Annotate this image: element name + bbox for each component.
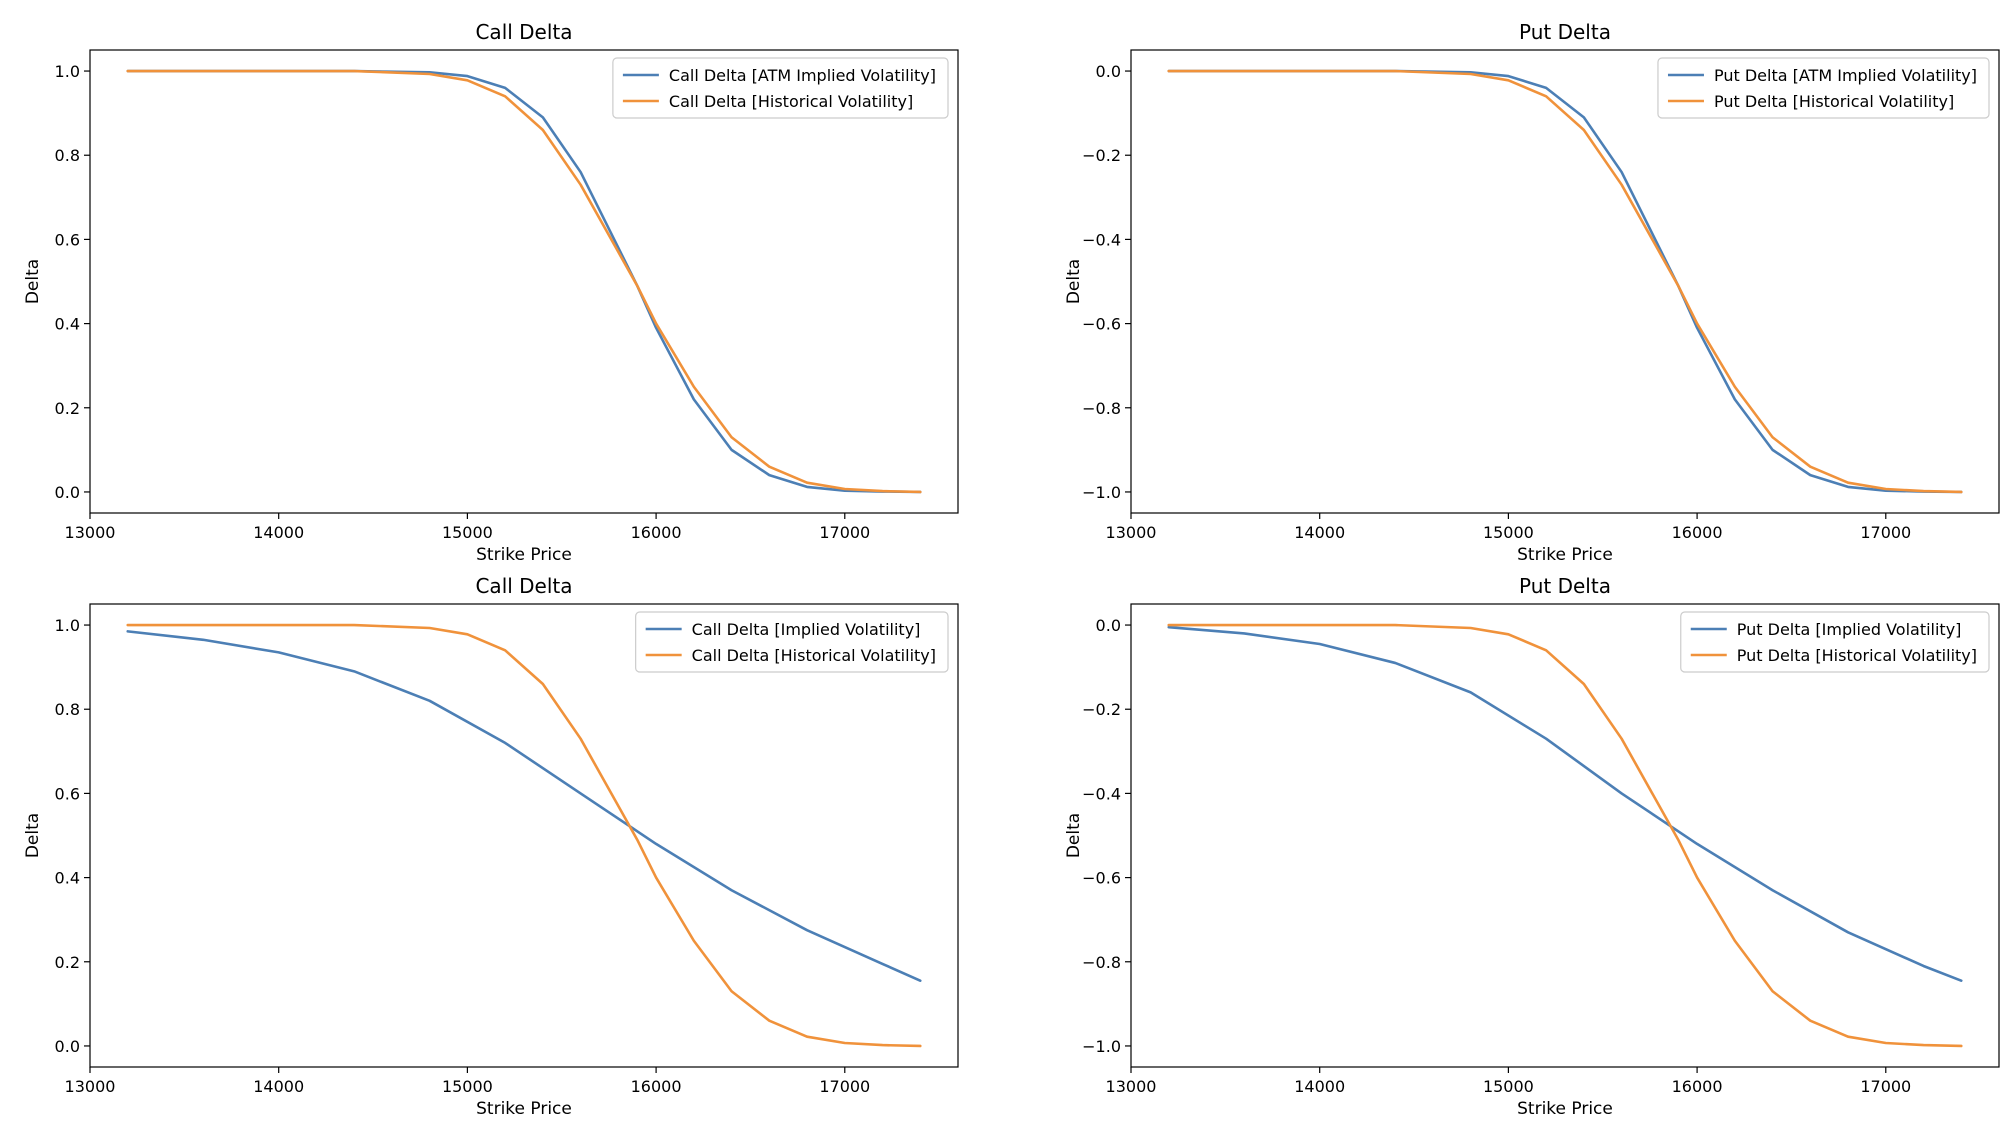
- x-tick-label: 13000: [1106, 1077, 1157, 1096]
- x-tick-label: 16000: [1672, 523, 1723, 542]
- y-tick-label: 0.0: [55, 1037, 80, 1056]
- y-tick-label: 0.0: [55, 483, 80, 502]
- y-axis-label: Delta: [23, 259, 43, 304]
- series-line-2: [126, 623, 922, 1048]
- y-axis-label: Delta: [1064, 259, 1084, 304]
- legend: Put Delta [Implied Volatility] Put Delta …: [1680, 611, 1990, 673]
- legend-label: Call Delta [Historical Volatility]: [692, 646, 936, 665]
- y-tick-label: −0.2: [1082, 146, 1121, 165]
- y-tick-label: 0.6: [55, 784, 80, 803]
- y-tick-label: −0.6: [1082, 315, 1121, 334]
- y-tick-label: 0.0: [1096, 616, 1121, 635]
- x-tick-label: 13000: [65, 523, 116, 542]
- y-tick-label: −0.2: [1082, 700, 1121, 719]
- legend-label: Put Delta [Historical Volatility]: [1737, 646, 1977, 665]
- x-tick-label: 14000: [253, 523, 304, 542]
- series-line-1: [126, 630, 922, 983]
- axes-frame: [89, 603, 959, 1068]
- chart-title: Put Delta: [1519, 574, 1611, 598]
- y-tick-label: −1.0: [1082, 1037, 1121, 1056]
- chart-panel-top-right: Put Delta 13000 14000 15000 16000 17000 −1.0 −0…: [1064, 20, 2000, 565]
- x-tick-label: 16000: [631, 523, 682, 542]
- x-tick-label: 17000: [1860, 523, 1911, 542]
- x-tick-label: 17000: [819, 1077, 870, 1096]
- legend-label: Put Delta [Historical Volatility]: [1714, 92, 1954, 111]
- y-tick-label: 0.0: [1096, 62, 1121, 81]
- y-tick-label: −0.4: [1082, 784, 1121, 803]
- y-tick-label: 1.0: [55, 616, 80, 635]
- chart-title: Call Delta: [475, 574, 572, 598]
- legend: Call Delta [Implied Volatility] Call Delt…: [635, 611, 949, 673]
- y-tick-label: −0.8: [1082, 953, 1121, 972]
- legend: Put Delta [ATM Implied Volatility] Put De…: [1657, 57, 1990, 119]
- series-line-2: [1167, 69, 1963, 494]
- legend-label: Call Delta [ATM Implied Volatility]: [669, 66, 936, 85]
- x-axis-label: Strike Price: [476, 1099, 572, 1119]
- y-tick-label: −0.8: [1082, 399, 1121, 418]
- series-line-1: [1167, 69, 1963, 494]
- chart-title: Put Delta: [1519, 20, 1611, 44]
- x-tick-label: 13000: [1106, 523, 1157, 542]
- y-tick-label: 1.0: [55, 62, 80, 81]
- series-line-2: [1167, 623, 1963, 1048]
- chart-title: Call Delta: [475, 20, 572, 44]
- x-tick-label: 15000: [1483, 1077, 1534, 1096]
- legend-label: Call Delta [Implied Volatility]: [692, 620, 921, 639]
- chart-panel-top-left: Call Delta 13000 14000 15000 16000 17000 0.0 0.…: [23, 20, 959, 565]
- y-tick-label: −0.4: [1082, 230, 1121, 249]
- y-axis-label: Delta: [1064, 813, 1084, 858]
- x-tick-label: 14000: [1294, 523, 1345, 542]
- x-tick-label: 17000: [1860, 1077, 1911, 1096]
- y-axis-label: Delta: [23, 813, 43, 858]
- x-tick-label: 14000: [1294, 1077, 1345, 1096]
- legend-box: [1657, 57, 1990, 119]
- x-tick-label: 13000: [65, 1077, 116, 1096]
- y-tick-label: 0.4: [55, 869, 80, 888]
- chart-panel-bottom-right: Put Delta 13000 14000 15000 16000 17000 −1.0 −0…: [1064, 574, 2000, 1119]
- y-tick-label: 0.8: [55, 700, 80, 719]
- x-tick-label: 14000: [253, 1077, 304, 1096]
- x-tick-label: 15000: [1483, 523, 1534, 542]
- y-tick-label: 0.6: [55, 230, 80, 249]
- legend-box: [635, 611, 949, 673]
- x-tick-label: 15000: [442, 523, 493, 542]
- x-tick-label: 15000: [442, 1077, 493, 1096]
- axes-frame: [1130, 603, 2000, 1068]
- legend-box: [1680, 611, 1990, 673]
- series-line-1: [1167, 625, 1963, 983]
- legend-label: Put Delta [Implied Volatility]: [1737, 620, 1962, 639]
- chart-panel-bottom-left: Call Delta 13000 14000 15000 16000 17000 0.0 0.…: [23, 574, 959, 1119]
- axes-frame: [1130, 49, 2000, 514]
- y-tick-label: 0.2: [55, 953, 80, 972]
- x-tick-label: 16000: [631, 1077, 682, 1096]
- y-tick-label: −1.0: [1082, 483, 1121, 502]
- x-tick-label: 17000: [819, 523, 870, 542]
- legend-label: Put Delta [ATM Implied Volatility]: [1714, 66, 1977, 85]
- x-axis-label: Strike Price: [476, 545, 572, 565]
- y-tick-label: −0.6: [1082, 869, 1121, 888]
- y-tick-label: 0.2: [55, 399, 80, 418]
- legend-box: [612, 57, 949, 119]
- y-tick-label: 0.8: [55, 146, 80, 165]
- x-axis-label: Strike Price: [1517, 545, 1613, 565]
- x-axis-label: Strike Price: [1517, 1099, 1613, 1119]
- legend: Call Delta [ATM Implied Volatility] Call …: [612, 57, 949, 119]
- series-line-1: [126, 69, 922, 494]
- x-tick-label: 16000: [1672, 1077, 1723, 1096]
- series-line-2: [126, 69, 922, 494]
- legend-label: Call Delta [Historical Volatility]: [669, 92, 913, 111]
- axes-frame: [89, 49, 959, 514]
- y-tick-label: 0.4: [55, 315, 80, 334]
